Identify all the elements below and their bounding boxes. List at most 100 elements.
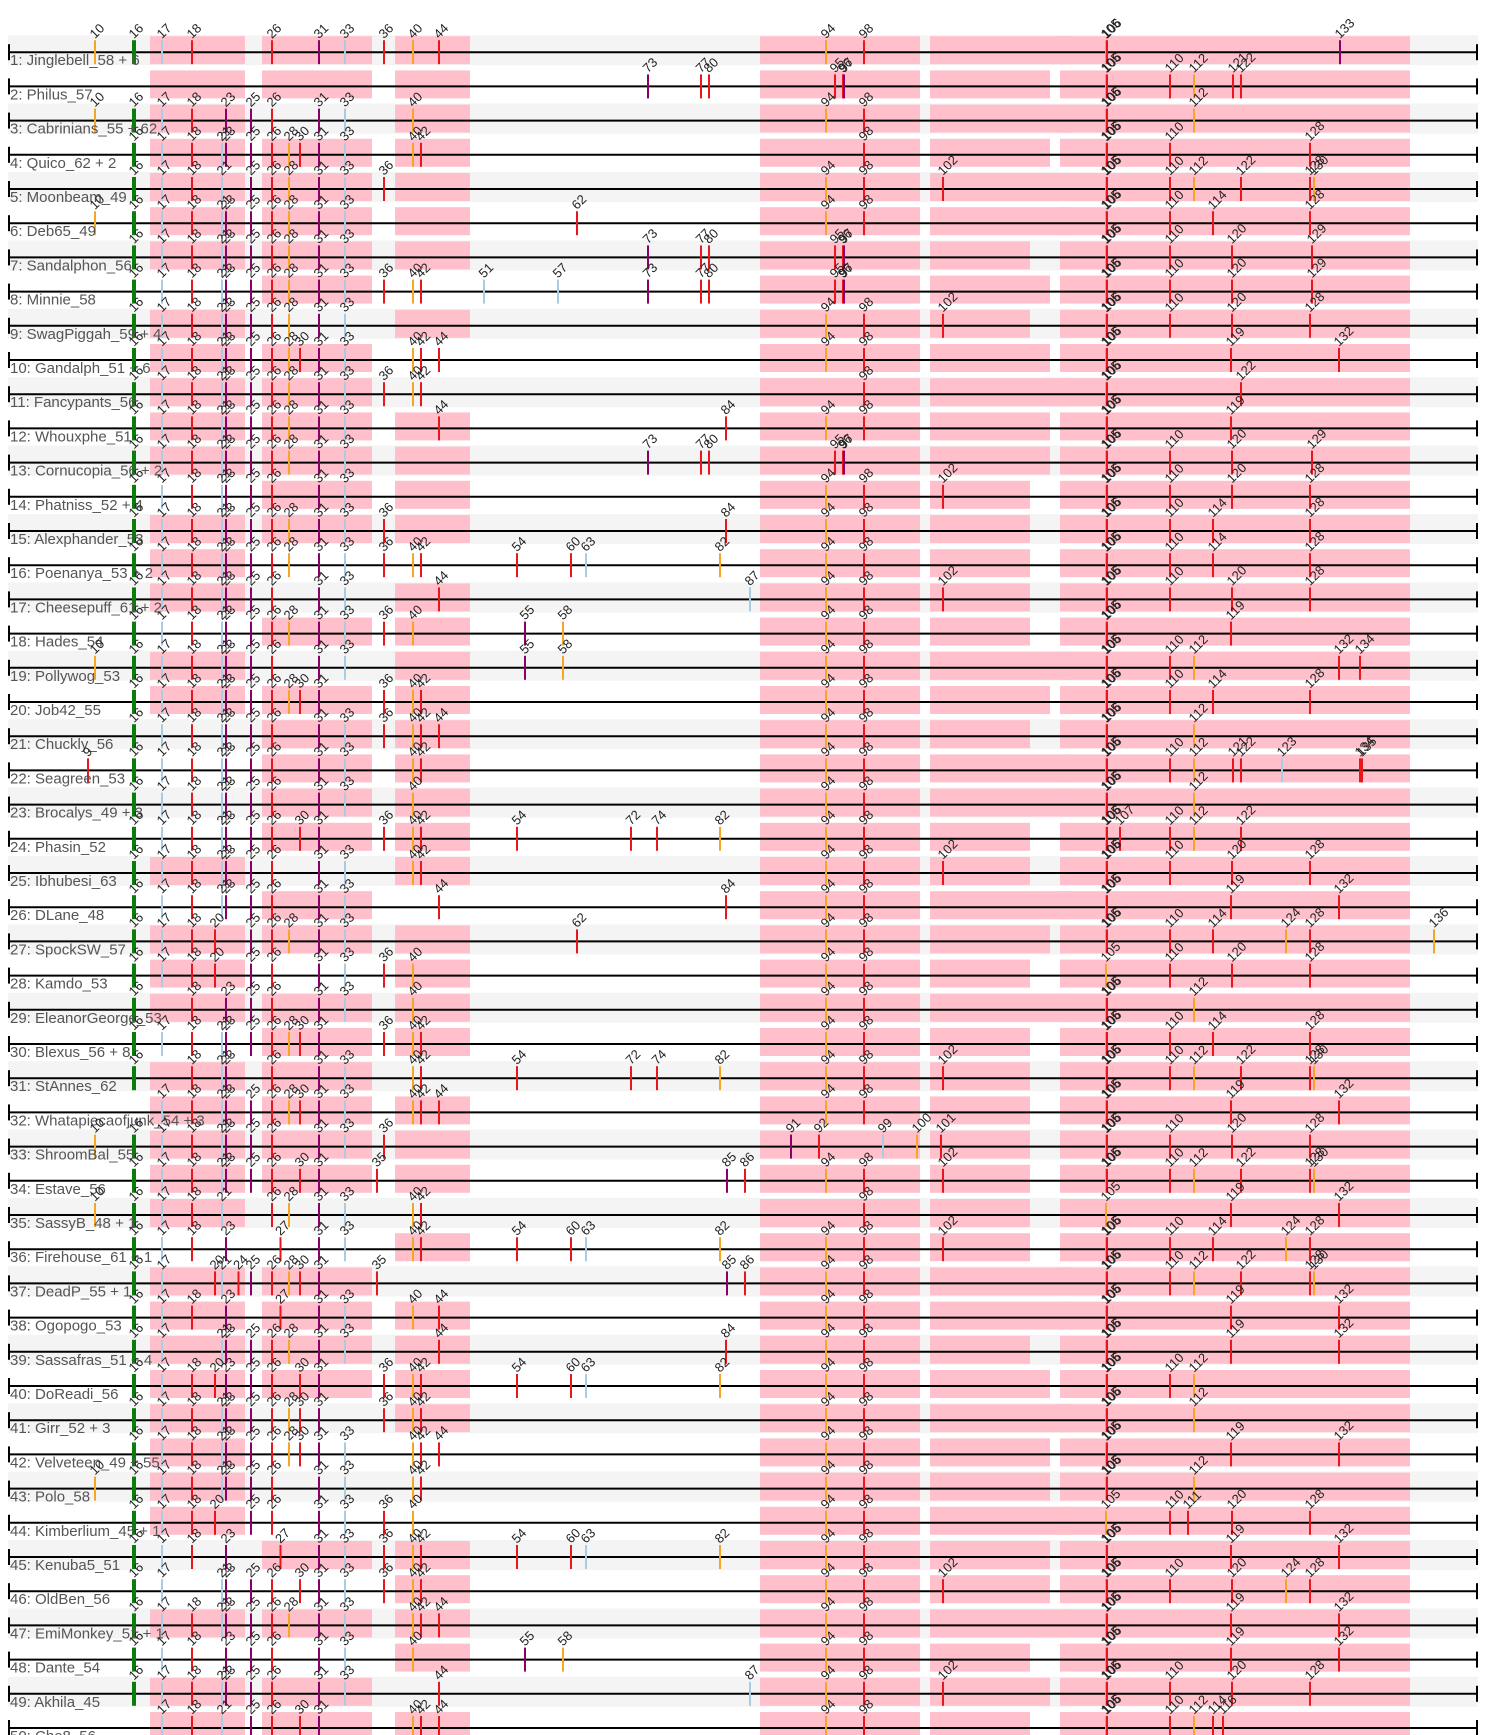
aligned-segment <box>262 720 372 749</box>
aligned-segment <box>395 1541 470 1569</box>
aligned-segment <box>262 1130 372 1159</box>
aligned-segment <box>760 1506 920 1535</box>
aligned-segment <box>262 446 372 475</box>
aligned-segment <box>760 1335 920 1364</box>
aligned-segment <box>1060 651 1410 680</box>
aligned-segment <box>760 720 920 749</box>
aligned-segment <box>760 959 920 988</box>
aligned-segment <box>930 549 1030 578</box>
aligned-segment <box>1060 1370 1410 1398</box>
aligned-segment <box>262 515 372 543</box>
aligned-segment <box>1060 515 1410 543</box>
aligned-segment <box>760 754 920 783</box>
aligned-segment <box>150 583 245 612</box>
aligned-segment <box>930 788 1070 817</box>
aligned-segment <box>150 1130 245 1159</box>
row-label: 44: Kimberlium_45 + 1 <box>10 1523 161 1540</box>
aligned-segment <box>760 480 920 509</box>
aligned-segment <box>1060 891 1410 920</box>
aligned-segment <box>760 617 920 646</box>
aligned-segment <box>1060 617 1410 646</box>
aligned-segment <box>1060 275 1410 304</box>
aligned-segment <box>395 651 470 680</box>
aligned-segment <box>1060 1164 1410 1193</box>
aligned-segment <box>1060 686 1410 714</box>
aligned-segment <box>930 617 1030 646</box>
aligned-segment <box>760 1472 920 1501</box>
aligned-segment <box>930 1712 1030 1735</box>
aligned-segment <box>262 788 372 817</box>
row-label: 14: Phatniss_52 + 4 <box>10 497 143 514</box>
aligned-segment <box>930 104 1070 133</box>
aligned-segment <box>930 1028 1030 1056</box>
aligned-segment <box>760 1096 920 1125</box>
aligned-segment <box>1060 173 1410 201</box>
aligned-segment <box>262 138 372 167</box>
aligned-segment <box>1060 1506 1410 1535</box>
aligned-segment <box>760 309 920 338</box>
row-label: 8: Minnie_58 <box>10 292 96 309</box>
aligned-segment <box>262 686 372 714</box>
aligned-segment <box>395 1233 470 1262</box>
aligned-segment <box>760 993 920 1022</box>
aligned-segment <box>1060 70 1410 99</box>
aligned-segment <box>395 104 470 133</box>
aligned-segment <box>1060 36 1410 65</box>
aligned-segment <box>1060 378 1410 407</box>
aligned-segment <box>760 651 920 680</box>
row-label: 45: Kenuba5_51 <box>10 1557 120 1574</box>
aligned-segment <box>395 788 470 817</box>
aligned-segment <box>1060 1472 1410 1501</box>
aligned-segment <box>395 583 470 612</box>
aligned-segment <box>1060 1199 1410 1227</box>
aligned-segment <box>1060 1301 1410 1330</box>
row-label: 26: DLane_48 <box>10 907 104 924</box>
row-label: 12: Whouxphe_51 <box>10 428 132 445</box>
aligned-segment <box>930 583 1030 612</box>
aligned-segment <box>760 1130 920 1159</box>
row-label: 25: Ibhubesi_63 <box>10 873 117 890</box>
aligned-segment <box>760 241 920 270</box>
aligned-segment <box>930 1199 1030 1227</box>
aligned-segment <box>395 207 470 236</box>
aligned-segment <box>930 1335 1030 1364</box>
aligned-segment <box>1060 412 1410 441</box>
aligned-segment <box>150 651 245 680</box>
aligned-segment <box>395 686 470 714</box>
aligned-segment <box>395 1643 470 1672</box>
row-label: 20: Job42_55 <box>10 702 101 719</box>
aligned-segment <box>395 138 470 167</box>
row-label: 49: Akhila_45 <box>10 1694 100 1711</box>
aligned-segment <box>930 207 1070 236</box>
aligned-segment <box>1060 1643 1410 1672</box>
aligned-segment <box>395 925 470 954</box>
row-label: 34: Estave_56 <box>10 1181 106 1198</box>
row-label: 40: DoReadi_56 <box>10 1386 118 1403</box>
aligned-segment <box>930 241 1030 270</box>
aligned-segment <box>395 1301 470 1330</box>
row-label: 39: Sassafras_51 + 4 <box>10 1352 152 1369</box>
aligned-segment <box>1060 993 1410 1022</box>
aligned-segment <box>150 993 245 1022</box>
aligned-segment <box>150 686 245 714</box>
aligned-segment <box>760 686 920 714</box>
aligned-segment <box>150 1301 245 1330</box>
row-label: 13: Cornucopia_56 + 2 <box>10 463 162 480</box>
aligned-segment <box>150 378 245 407</box>
aligned-segment <box>930 344 1050 372</box>
aligned-segment <box>150 1370 245 1398</box>
aligned-segment <box>760 1643 920 1672</box>
aligned-segment <box>150 207 245 236</box>
